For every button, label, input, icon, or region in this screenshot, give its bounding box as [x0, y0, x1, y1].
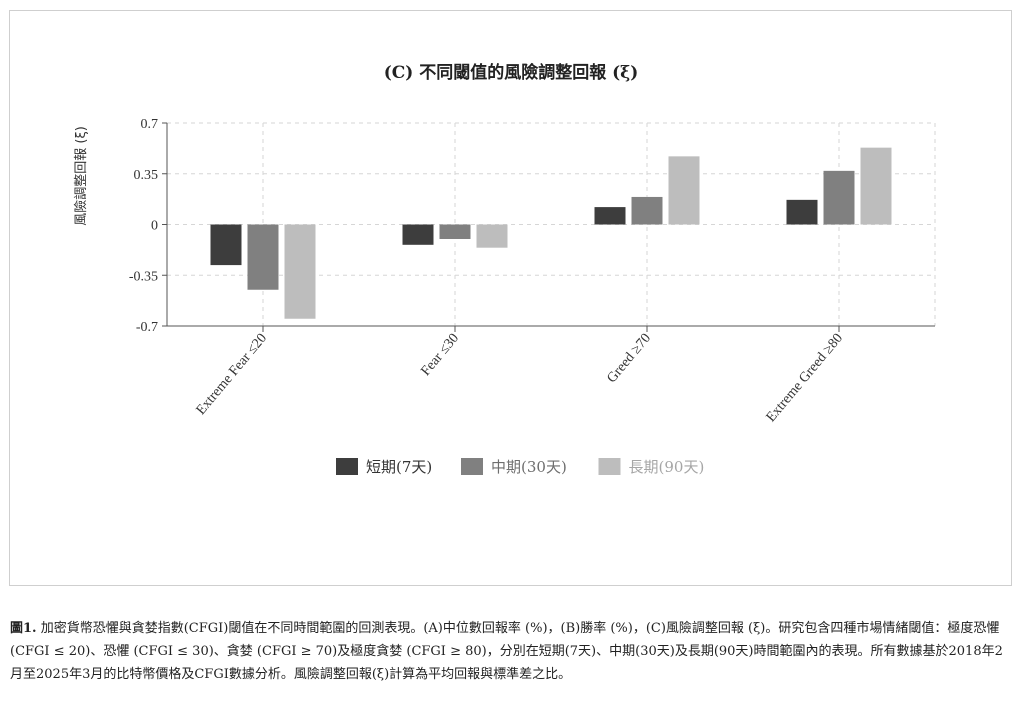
bar	[823, 170, 855, 225]
caption-text: 加密貨幣恐懼與貪婪指數(CFGI)閾值在不同時間範圍的回測表現。(A)中位數回報…	[10, 621, 1003, 682]
bar	[247, 224, 279, 290]
legend: 短期(7天) 中期(30天) 長期(90天)	[336, 458, 704, 476]
chart-frame: (C) 不同閾值的風險調整回報 (ξ) 風險調整回報 (ξ) 0.7 0.35 0 -…	[9, 10, 1012, 586]
x-tick-label: Extreme Fear ≤20	[194, 331, 270, 418]
chart-title: (C) 不同閾值的風險調整回報 (ξ)	[384, 62, 639, 83]
bars	[210, 147, 892, 319]
bar	[786, 199, 818, 225]
y-tick-label: -0.35	[129, 269, 158, 284]
bar	[284, 224, 316, 319]
legend-swatch	[598, 458, 621, 475]
legend-label: 長期(90天)	[629, 458, 705, 476]
y-axis-label: 風險調整回報 (ξ)	[74, 126, 89, 226]
y-tick-label: -0.7	[136, 320, 158, 335]
bar	[631, 196, 663, 225]
legend-swatch	[461, 458, 483, 475]
x-tick-label: Extreme Greed ≥80	[764, 331, 846, 425]
grid	[167, 122, 936, 326]
bar	[402, 224, 434, 245]
bar	[860, 147, 892, 225]
legend-swatch	[336, 458, 358, 475]
y-tick-label: 0.35	[134, 168, 159, 183]
y-tick-label: 0.7	[141, 117, 159, 132]
legend-label: 短期(7天)	[366, 458, 432, 476]
legend-label: 中期(30天)	[491, 458, 567, 476]
x-tick-label: Greed ≥70	[604, 331, 654, 386]
bar	[210, 224, 242, 266]
bar	[594, 207, 626, 225]
bar	[668, 156, 700, 225]
x-tick-label: Fear ≤30	[418, 331, 462, 379]
bar	[439, 224, 471, 239]
bar	[476, 224, 508, 248]
y-tick-label: 0	[151, 219, 158, 234]
caption-label: 圖1.	[10, 621, 37, 636]
chart: (C) 不同閾值的風險調整回報 (ξ) 風險調整回報 (ξ) 0.7 0.35 0 -…	[74, 62, 936, 476]
figure-caption: 圖1. 加密貨幣恐懼與貪婪指數(CFGI)閾值在不同時間範圍的回測表現。(A)中…	[10, 617, 1014, 686]
